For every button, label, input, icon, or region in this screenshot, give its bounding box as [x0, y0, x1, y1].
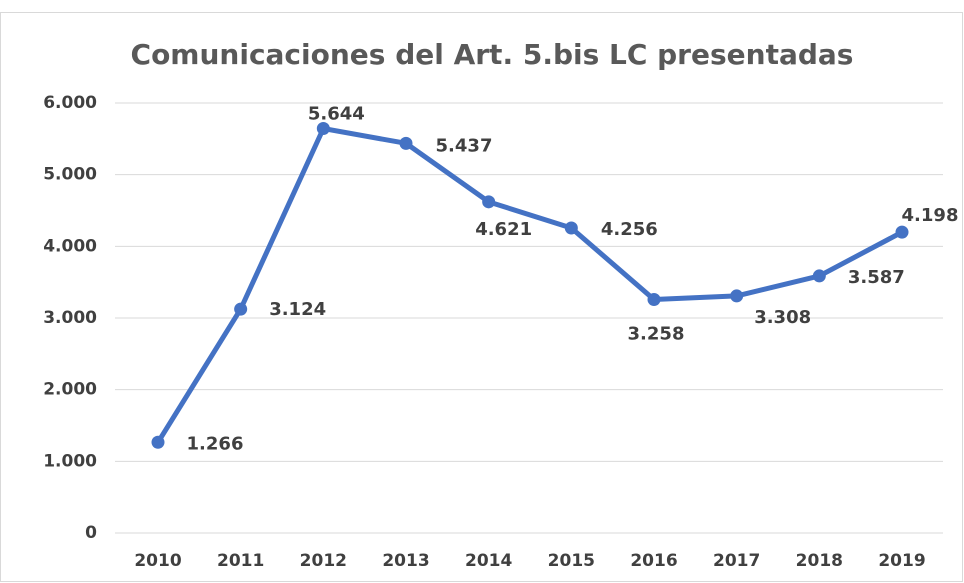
x-tick-label: 2010 — [134, 551, 181, 571]
data-label: 3.308 — [754, 307, 811, 328]
data-label: 5.437 — [436, 135, 493, 156]
data-point — [399, 136, 413, 150]
data-point — [151, 435, 165, 449]
data-label: 4.256 — [601, 219, 658, 240]
data-label: 5.644 — [308, 104, 365, 125]
y-tick-label: 2.000 — [43, 380, 97, 400]
y-tick-label: 0 — [85, 523, 97, 543]
data-point — [564, 221, 578, 235]
x-tick-label: 2011 — [217, 551, 264, 571]
x-tick-label: 2014 — [465, 551, 512, 571]
x-tick-label: 2017 — [713, 551, 760, 571]
data-point — [316, 122, 330, 136]
data-point — [482, 195, 496, 209]
data-label: 4.198 — [902, 205, 959, 226]
x-tick-label: 2019 — [878, 551, 925, 571]
y-tick-label: 6.000 — [43, 93, 97, 113]
data-line — [155, 126, 904, 444]
data-point — [812, 269, 826, 283]
x-tick-label: 2013 — [382, 551, 429, 571]
data-point — [895, 225, 909, 239]
data-point — [234, 302, 248, 316]
x-tick-label: 2012 — [300, 551, 347, 571]
data-label: 3.587 — [848, 267, 905, 288]
data-point — [647, 293, 661, 307]
data-label: 3.124 — [269, 299, 326, 320]
y-tick-label: 3.000 — [43, 308, 97, 328]
data-label: 4.621 — [475, 219, 532, 240]
chart-title: Comunicaciones del Art. 5.bis LC present… — [131, 38, 854, 71]
y-tick-label: 4.000 — [43, 236, 97, 256]
x-tick-label: 2016 — [630, 551, 677, 571]
data-point — [730, 289, 744, 303]
x-tick-label: 2015 — [548, 551, 595, 571]
y-tick-label: 5.000 — [43, 165, 97, 185]
data-label: 3.258 — [628, 324, 685, 345]
y-tick-label: 1.000 — [43, 451, 97, 471]
chart-frame — [0, 12, 963, 582]
data-label: 1.266 — [187, 433, 244, 454]
x-tick-label: 2018 — [796, 551, 843, 571]
